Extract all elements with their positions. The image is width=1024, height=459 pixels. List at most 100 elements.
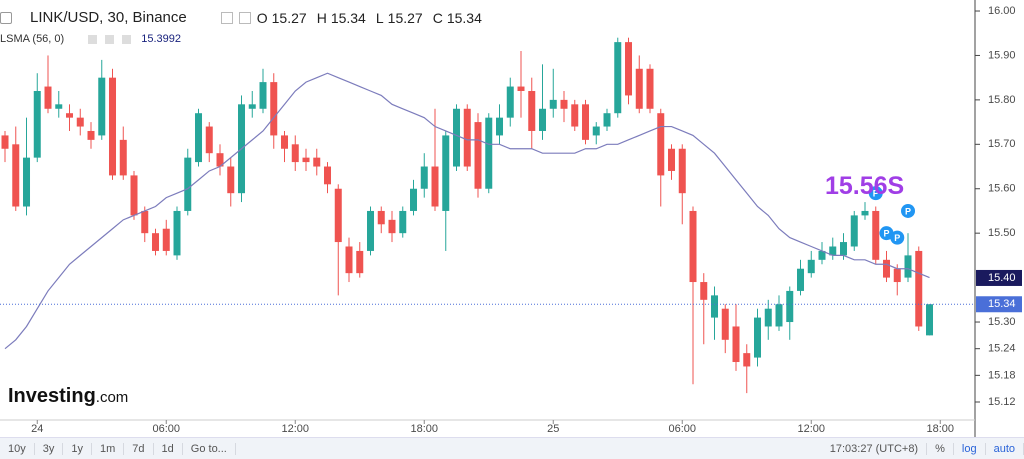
x-tick-label: 12:00 xyxy=(797,423,825,435)
ohlc-key: H xyxy=(316,9,327,26)
close-icon[interactable] xyxy=(122,34,132,44)
marker xyxy=(879,226,894,241)
candle-body xyxy=(44,86,52,109)
logo-name: Investing xyxy=(8,385,96,407)
candle-body xyxy=(732,326,740,363)
eye-icon[interactable] xyxy=(88,34,98,44)
candle-body xyxy=(840,242,848,256)
x-tick-label: 06:00 xyxy=(152,423,180,435)
candle-body xyxy=(55,104,63,109)
candle-body xyxy=(173,210,181,256)
chart: PP PP 16.0015.9015.8015.7015.6015.5015.30… xyxy=(0,0,1022,437)
candle-body xyxy=(367,210,375,251)
x-tick-label: 12:00 xyxy=(281,423,309,435)
marker-label: P xyxy=(905,206,911,216)
candle-body xyxy=(883,259,891,278)
candle-body xyxy=(646,68,654,109)
range-button[interactable]: 1d xyxy=(154,442,183,455)
candle-body xyxy=(431,166,439,207)
candle-body xyxy=(313,157,321,167)
range-button[interactable]: 7d xyxy=(124,442,154,455)
collapse-icon[interactable] xyxy=(0,11,12,24)
candle-body xyxy=(474,122,482,189)
candle-body xyxy=(506,86,514,118)
candle-body xyxy=(205,126,213,154)
candle-body xyxy=(861,210,869,216)
candle-body xyxy=(797,268,805,291)
goto-button[interactable]: Go to... xyxy=(183,442,236,455)
candle-body xyxy=(754,317,762,358)
candle-body xyxy=(764,308,772,327)
candle-body xyxy=(453,108,461,167)
y-tick-label: 15.70 xyxy=(988,138,1016,150)
candle-body xyxy=(463,108,471,167)
marker xyxy=(868,186,883,201)
candle-body xyxy=(141,210,149,234)
y-tick-label: 15.18 xyxy=(988,369,1016,381)
x-tick-label: 24 xyxy=(31,423,43,435)
candle-body xyxy=(689,210,697,283)
candle-body xyxy=(33,90,41,158)
candle-body xyxy=(410,188,418,211)
candle-body xyxy=(87,130,95,140)
candle-body xyxy=(12,144,20,207)
candle-body xyxy=(195,113,203,163)
close-price-tag xyxy=(976,296,1022,313)
candle-body xyxy=(281,135,289,149)
percent-toggle[interactable]: % xyxy=(927,442,954,455)
settings-icon[interactable] xyxy=(238,11,251,24)
candle-body xyxy=(496,117,504,136)
candle-body xyxy=(539,108,547,131)
auto-toggle[interactable]: auto xyxy=(986,442,1024,455)
header: LINK/USD, 30, Binance O 15.27 H 15.34 L 15.… xyxy=(0,9,488,26)
candle-body xyxy=(904,255,912,278)
clock: 17:03:27 (UTC+8) xyxy=(822,442,928,455)
candle-body xyxy=(571,104,579,127)
lsma-line xyxy=(4,72,930,350)
logo-suffix: .com xyxy=(95,389,129,406)
candle-body xyxy=(485,117,493,189)
log-toggle[interactable]: log xyxy=(954,442,986,455)
candle-body xyxy=(807,259,815,274)
candle-body xyxy=(270,82,278,136)
marker xyxy=(901,203,916,218)
candle-body xyxy=(528,90,536,131)
candle-body xyxy=(603,113,611,127)
candle-body xyxy=(184,157,192,211)
close-price-label: 15.34 xyxy=(988,298,1016,310)
ohlc-value: 15.27 xyxy=(387,9,423,26)
candle-body xyxy=(700,282,708,300)
lsma-tag-label: 15.40 xyxy=(988,272,1016,284)
y-tick-label: 15.90 xyxy=(988,49,1016,61)
ohlc-key: L xyxy=(375,9,384,26)
candle-body xyxy=(23,157,31,207)
candle-body xyxy=(818,250,826,260)
y-tick-label: 15.60 xyxy=(988,183,1016,195)
candle-body xyxy=(926,304,934,336)
ohlc-value: 15.34 xyxy=(330,9,366,26)
range-button[interactable]: 1y xyxy=(63,442,92,455)
range-button[interactable]: 1m xyxy=(92,442,125,455)
candle-body xyxy=(399,210,407,234)
annotation: 15.56S xyxy=(825,172,905,200)
range-button[interactable]: 3y xyxy=(35,442,64,455)
range-button[interactable]: 10y xyxy=(0,442,35,455)
candle-body xyxy=(324,166,332,185)
ohlc-value: 15.34 xyxy=(446,9,482,26)
candle-body xyxy=(915,250,923,327)
y-tick-label: 15.80 xyxy=(988,94,1016,106)
indicator-legend: LSMA (56, 0) 15.3992 xyxy=(0,33,181,45)
ohlc-key: C xyxy=(432,9,443,26)
candle-body xyxy=(76,117,84,127)
settings-icon[interactable] xyxy=(105,34,115,44)
candle-body xyxy=(248,104,256,109)
candle-body xyxy=(377,210,385,225)
y-tick-label: 16.00 xyxy=(988,5,1016,17)
candle-body xyxy=(582,104,590,140)
eye-icon[interactable] xyxy=(220,11,233,24)
candle-body xyxy=(668,148,676,171)
x-tick-label: 25 xyxy=(547,423,559,435)
candle-body xyxy=(1,135,9,149)
x-tick-label: 18:00 xyxy=(926,423,954,435)
